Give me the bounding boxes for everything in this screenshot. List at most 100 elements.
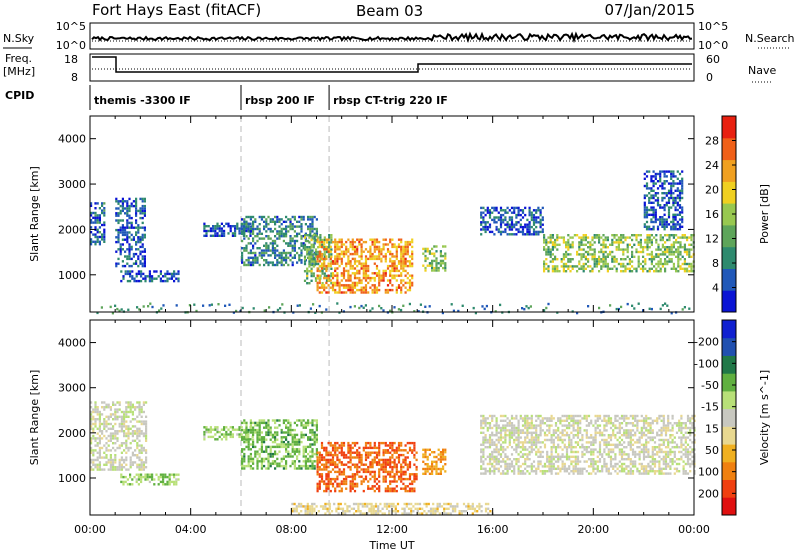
cpid-label: CPID xyxy=(5,89,34,102)
freq-tick-bottom: 8 xyxy=(71,71,78,84)
colorbar-tick-label: 4 xyxy=(712,282,719,295)
colorbar-tick-label: -15 xyxy=(701,401,719,414)
data-region xyxy=(543,234,695,273)
y-tick-label: 2000 xyxy=(58,223,86,236)
cpid-row: themis -3300 IF rbsp 200 IF rbsp CT-trig 2… xyxy=(89,85,448,110)
colorbar-segment xyxy=(722,159,736,182)
freq-label: Freq. xyxy=(5,52,32,65)
colorbar-segment xyxy=(722,320,736,339)
colorbar-tick-label: -50 xyxy=(701,379,719,392)
data-region xyxy=(115,197,146,268)
colorbar-segment xyxy=(722,116,736,139)
y-tick-label: 4000 xyxy=(58,337,86,350)
colorbar-segment xyxy=(722,355,736,374)
y-tick-label: 4000 xyxy=(58,133,86,146)
colorbar-tick-label: 16 xyxy=(705,208,719,221)
colorbar-segment xyxy=(722,203,736,226)
cpid-segment-label: themis -3300 IF xyxy=(94,94,191,107)
x-tick-label: 12:00 xyxy=(376,523,408,536)
colorbar-segment xyxy=(722,426,736,445)
data-region xyxy=(241,419,318,470)
plot-area xyxy=(90,116,694,312)
freq-tick-top: 18 xyxy=(64,53,78,66)
colorbar-tick-label: 200 xyxy=(698,487,719,500)
colorbar-segment xyxy=(722,137,736,161)
nave-tick-bottom: 0 xyxy=(706,71,713,84)
y-tick-label: 1000 xyxy=(58,472,86,485)
nave-label: Nave xyxy=(748,64,776,77)
colorbar-label: Velocity [m s^-1] xyxy=(758,370,771,465)
data-region xyxy=(241,215,318,267)
colorbar-tick-label: 12 xyxy=(705,233,719,246)
x-tick-label: 04:00 xyxy=(175,523,207,536)
nsky-label: N.Sky xyxy=(3,32,35,45)
colorbar-segment xyxy=(722,444,736,463)
data-region xyxy=(422,245,447,272)
x-axis-label: Time UT xyxy=(368,539,414,552)
data-region xyxy=(316,238,414,294)
data-region xyxy=(90,401,148,471)
colorbar-label: Power [dB] xyxy=(758,184,771,244)
data-region xyxy=(316,441,418,493)
nave-tick-top: 60 xyxy=(706,53,720,66)
power-panel: 1000 2000 3000 4000 Slant Range [km] 4 8 12 16 20… xyxy=(28,115,771,315)
colorbar-tick-label: -200 xyxy=(694,336,719,349)
freq-panel xyxy=(89,53,695,82)
colorbar-segment xyxy=(722,497,736,516)
x-tick-label: 08:00 xyxy=(275,523,307,536)
y-tick-label: 3000 xyxy=(58,178,86,191)
data-region xyxy=(480,206,544,236)
velocity-panel: 1000 2000 3000 4000 Slant Range [km] 200 100 50… xyxy=(28,319,771,516)
nsky-tick-top: 10^5 xyxy=(56,20,86,33)
colorbar-segment xyxy=(722,390,736,410)
colorbar-tick-label: 8 xyxy=(712,257,719,270)
nsearch-tick-bottom: 10^0 xyxy=(698,39,728,52)
nsky-trace xyxy=(91,31,693,44)
data-region xyxy=(120,270,180,283)
data-region xyxy=(480,414,696,475)
cpid-segment-label: rbsp CT-trig 220 IF xyxy=(333,94,448,107)
colorbar-segment xyxy=(722,461,736,480)
colorbar-tick-label: 50 xyxy=(705,444,719,457)
colorbar-tick-label: 15 xyxy=(705,422,719,435)
nsky-series xyxy=(91,31,693,44)
colorbar-tick-label: 20 xyxy=(705,184,719,197)
freq-trace xyxy=(92,56,692,73)
colorbar-tick-label: 100 xyxy=(698,466,719,479)
y-tick-label: 1000 xyxy=(58,269,86,282)
data-region xyxy=(291,502,494,515)
date-label: 07/Jan/2015 xyxy=(605,1,696,19)
data-region xyxy=(643,170,684,231)
freq-unit: [MHz] xyxy=(3,65,35,78)
colorbar-tick-label: 28 xyxy=(705,135,719,148)
colorbar-segment xyxy=(722,181,736,204)
colorbar-segment xyxy=(722,224,736,248)
colorbar-segment xyxy=(722,268,736,291)
x-tick-label: 00:00 xyxy=(74,523,106,536)
colorbar-segment xyxy=(722,408,736,427)
colorbar-segment xyxy=(722,337,736,356)
colorbar-frame xyxy=(721,319,737,516)
y-tick-label: 2000 xyxy=(58,427,86,440)
y-axis-label: Slant Range [km] xyxy=(28,370,41,466)
cpid-segment-label: rbsp 200 IF xyxy=(245,94,315,107)
nsearch-label: N.Search xyxy=(745,32,795,45)
y-axis-label: Slant Range [km] xyxy=(28,166,41,262)
colorbar-tick-label: 24 xyxy=(705,159,719,172)
x-tick-label: 16:00 xyxy=(477,523,509,536)
x-tick-label: 20:00 xyxy=(577,523,609,536)
colorbar-segment xyxy=(722,479,736,498)
colorbar-tick-label: -100 xyxy=(694,357,719,370)
y-tick-label: 3000 xyxy=(58,382,86,395)
colorbar-segment xyxy=(722,290,736,313)
colorbar-segment xyxy=(722,246,736,269)
data-region xyxy=(120,473,180,486)
x-tick-label: 00:00 xyxy=(678,523,710,536)
nsky-panel xyxy=(89,22,695,50)
nsky-tick-bottom: 10^0 xyxy=(56,39,86,52)
data-region xyxy=(90,202,106,246)
data-region xyxy=(422,448,447,475)
beam-label: Beam 03 xyxy=(356,2,423,20)
colorbar-segment xyxy=(722,373,736,392)
